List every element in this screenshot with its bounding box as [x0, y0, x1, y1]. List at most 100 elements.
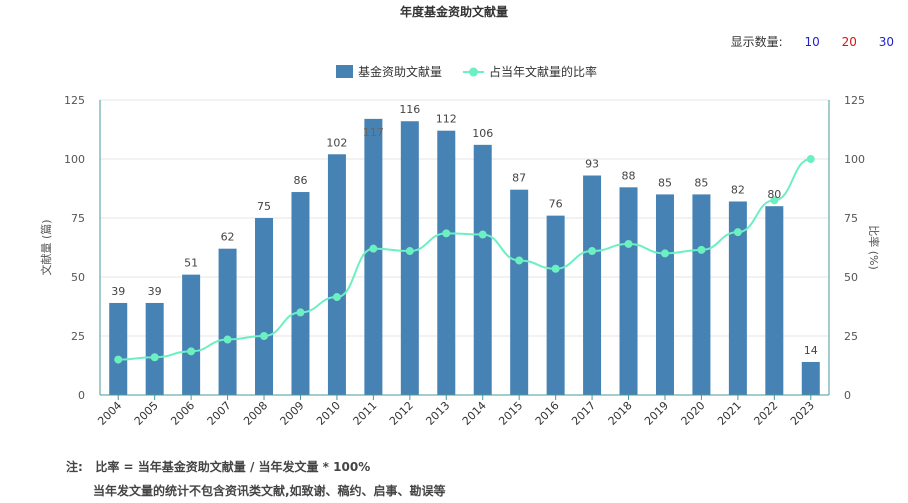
y-left-tick-label: 50 [71, 271, 85, 284]
x-tick-label: 2016 [533, 399, 562, 428]
bar-value-label: 51 [184, 257, 198, 270]
x-tick-label: 2021 [715, 399, 744, 428]
bar-value-label: 80 [767, 188, 781, 201]
ratio-point[interactable] [624, 239, 633, 248]
x-tick-label: 2015 [496, 399, 525, 428]
legend-bar-swatch[interactable] [336, 65, 353, 78]
x-tick-label: 2012 [387, 399, 416, 428]
ratio-point[interactable] [515, 256, 524, 265]
bar[interactable] [692, 194, 711, 395]
note-ratio-formula: 比率 = 当年基金资助文献量 / 当年发文量 * 100% [95, 460, 371, 474]
ratio-point[interactable] [697, 245, 706, 254]
bar-series [109, 118, 820, 396]
x-tick-label: 2010 [314, 399, 343, 428]
axes: 0 0 25 25 50 50 75 75 100 100 125 125 2004 2005 2006 20… [39, 94, 881, 428]
ratio-point[interactable] [442, 229, 451, 238]
x-tick-label: 2011 [351, 399, 380, 428]
y-left-tick-label: 75 [71, 212, 85, 225]
x-tick-label: 2006 [168, 399, 197, 428]
bar[interactable] [327, 154, 346, 395]
bar[interactable] [510, 189, 529, 395]
bar[interactable] [765, 206, 784, 395]
bar-value-label: 117 [363, 126, 384, 139]
bar[interactable] [182, 274, 201, 395]
bar-value-label: 86 [293, 174, 307, 187]
display-count-selector: 显示数量: 10 20 30 [731, 33, 894, 50]
bar[interactable] [291, 192, 310, 395]
data-labels: 39 39 51 62 75 86 102 117 116 112 106 87 76 93 88 85 85 8… [111, 103, 818, 357]
x-tick-label: 2018 [606, 399, 635, 428]
ratio-point[interactable] [806, 155, 815, 163]
bar-value-label: 62 [221, 231, 235, 244]
bar[interactable] [546, 215, 565, 395]
y-right-tick-label: 25 [844, 330, 858, 343]
y-right-axis-title: 比率 (%) [867, 225, 881, 270]
bar-value-label: 82 [731, 183, 745, 196]
bar[interactable] [437, 130, 456, 395]
x-tick-label: 2007 [205, 399, 234, 428]
y-right-tick-label: 125 [844, 94, 865, 107]
line-series [114, 155, 815, 364]
display-count-option-10[interactable]: 10 [804, 35, 820, 49]
bar[interactable] [619, 187, 638, 395]
bar-value-label: 39 [111, 285, 125, 298]
y-left-tick-label: 125 [64, 94, 85, 107]
bar[interactable] [583, 175, 602, 395]
ratio-point[interactable] [332, 293, 341, 302]
chart-canvas: 0 0 25 25 50 50 75 75 100 100 125 125 2004 2005 2006 20… [39, 64, 881, 428]
ratio-point[interactable] [150, 353, 159, 362]
bar[interactable] [145, 302, 164, 395]
bar-value-label: 85 [658, 176, 672, 189]
display-count-option-20[interactable]: 20 [841, 35, 857, 49]
ratio-point[interactable] [405, 247, 414, 256]
bar-value-label: 14 [804, 344, 818, 357]
ratio-point[interactable] [478, 230, 487, 239]
chart-title: 年度基金资助文献量 [399, 5, 508, 19]
ratio-point[interactable] [114, 355, 123, 364]
y-left-tick-label: 25 [71, 330, 85, 343]
display-count-option-30[interactable]: 30 [878, 35, 894, 49]
bar[interactable] [255, 218, 274, 395]
bar-value-label: 39 [148, 285, 162, 298]
bar-value-label: 116 [399, 103, 420, 116]
bar[interactable] [218, 248, 237, 395]
bar[interactable] [109, 302, 128, 395]
x-tick-label: 2004 [95, 399, 124, 428]
legend-line-label: 占当年文献量的比率 [489, 64, 597, 79]
legend-line-marker[interactable] [469, 67, 478, 77]
ratio-point[interactable] [296, 308, 305, 317]
x-tick-label: 2013 [423, 399, 452, 428]
ratio-point[interactable] [551, 264, 560, 273]
y-left-tick-label: 0 [78, 389, 85, 402]
x-tick-label: 2008 [241, 399, 270, 428]
ratio-point[interactable] [260, 332, 269, 340]
ratio-point[interactable] [223, 335, 232, 344]
bar-value-label: 102 [326, 136, 347, 149]
ratio-point[interactable] [187, 347, 196, 356]
ratio-point[interactable] [660, 249, 669, 258]
x-tick-label: 2017 [569, 399, 598, 428]
x-tick-label: 2023 [788, 399, 817, 428]
x-tick-label: 2005 [132, 399, 161, 428]
bar-value-label: 88 [622, 169, 636, 182]
x-tick-label: 2014 [460, 399, 489, 428]
bar[interactable] [801, 361, 820, 395]
legend[interactable]: 基金资助文献量 占当年文献量的比率 [336, 64, 597, 79]
bar-value-label: 93 [585, 158, 599, 171]
ratio-point[interactable] [369, 244, 378, 253]
bar-value-label: 106 [472, 127, 493, 140]
bar[interactable] [728, 201, 747, 395]
x-tick-label: 2022 [751, 399, 780, 428]
footnotes: 注: 比率 = 当年基金资助文献量 / 当年发文量 * 100% 当年发文量的统… [66, 455, 446, 503]
ratio-point[interactable] [770, 196, 779, 205]
bar[interactable] [473, 144, 492, 395]
ratio-point[interactable] [733, 228, 742, 237]
x-tick-label: 2019 [642, 399, 671, 428]
y-right-tick-label: 100 [844, 153, 865, 166]
bar[interactable] [400, 121, 419, 396]
bar-value-label: 112 [436, 113, 457, 126]
ratio-point[interactable] [588, 247, 597, 256]
bar[interactable] [364, 118, 383, 395]
bar[interactable] [655, 194, 674, 395]
bar-value-label: 76 [549, 198, 563, 211]
